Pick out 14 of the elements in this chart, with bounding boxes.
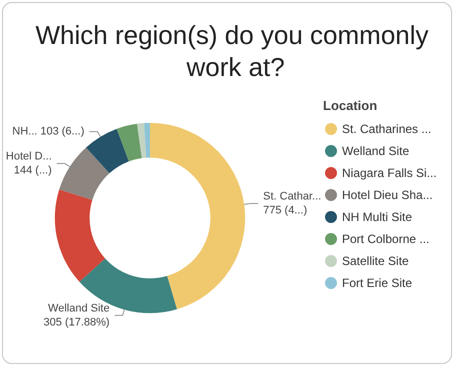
legend-label: Hotel Dieu Sha...: [342, 188, 433, 202]
legend-title: Location: [323, 98, 378, 113]
data-label: Hotel D... 144 (...): [6, 150, 52, 176]
legend-label: St. Catharines ...: [342, 122, 432, 136]
data-label: NH... 103 (6...): [12, 126, 84, 138]
legend-label: Satellite Site: [342, 254, 410, 268]
legend-label: NH Multi Site: [342, 210, 412, 224]
legend-label: Fort Erie Site: [342, 276, 412, 290]
legend-label: Welland Site: [342, 144, 410, 158]
data-label: St. Cathar... 775 (4...): [263, 190, 322, 217]
legend-label: Niagara Falls Si...: [342, 166, 437, 180]
chart-title: Which region(s) do you commonly work at?: [35, 20, 429, 82]
data-label: Welland Site 305 (17.88%): [44, 302, 110, 328]
legend-label: Port Colborne ...: [342, 232, 430, 246]
